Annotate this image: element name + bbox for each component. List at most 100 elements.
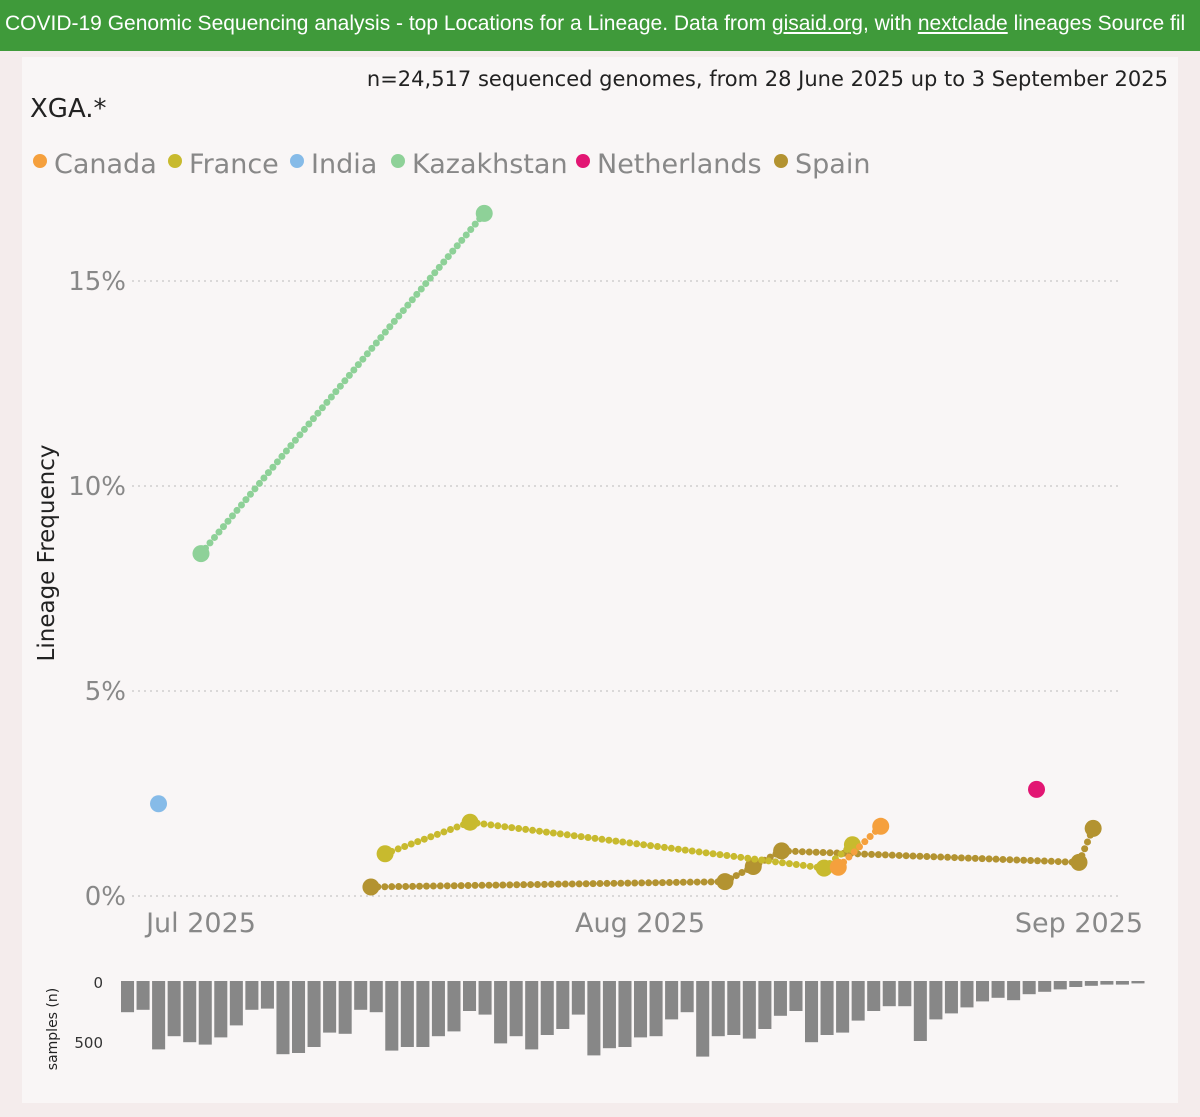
sample-bar: [525, 981, 539, 1050]
series-dot: [228, 512, 236, 520]
data-point-france[interactable]: [843, 836, 861, 854]
series-dot: [1083, 838, 1091, 846]
series-dot: [420, 835, 428, 843]
series-dot: [652, 879, 660, 887]
series-dot: [1013, 856, 1021, 864]
series-dot: [660, 843, 668, 851]
y-tick-label: 5%: [85, 677, 126, 707]
x-tick-label: Sep 2025: [1015, 908, 1143, 939]
series-dot: [792, 861, 800, 869]
series-dot: [568, 880, 576, 888]
series-dot: [443, 882, 451, 890]
data-point-kazakhstan[interactable]: [192, 545, 210, 563]
data-point-spain[interactable]: [1070, 853, 1088, 871]
series-dot: [744, 854, 752, 862]
legend-label-canada[interactable]: Canada: [54, 149, 157, 180]
sample-bar: [929, 981, 943, 1020]
data-point-france[interactable]: [815, 859, 833, 877]
sample-bar: [478, 981, 492, 1015]
series-dot: [436, 882, 444, 890]
legend-marker-spain: [774, 154, 788, 168]
sample-bar: [400, 981, 414, 1047]
series-dot: [653, 843, 661, 851]
samples-bars: [121, 981, 1145, 1057]
series-dot: [1061, 858, 1069, 866]
data-point-france[interactable]: [376, 845, 394, 863]
data-point-spain[interactable]: [773, 842, 791, 860]
data-point-spain[interactable]: [1084, 819, 1102, 837]
y-tick-label: 10%: [68, 472, 126, 502]
series-dot: [772, 858, 780, 866]
series-dot: [861, 850, 869, 858]
series-dot: [812, 848, 820, 856]
series-dot: [603, 879, 611, 887]
series-dot: [709, 850, 717, 858]
sample-bar: [602, 981, 616, 1049]
series-dot: [631, 879, 639, 887]
legend-label-kazakhstan[interactable]: Kazakhstan: [412, 149, 568, 180]
data-point-canada[interactable]: [829, 858, 847, 876]
data-point-netherlands[interactable]: [1028, 780, 1046, 798]
data-point-france[interactable]: [461, 813, 479, 831]
series-dot: [471, 881, 479, 889]
legend-label-india[interactable]: India: [311, 149, 377, 180]
series-dot: [377, 334, 385, 342]
data-point-canada[interactable]: [872, 817, 890, 835]
series-dot: [791, 847, 799, 855]
series-dot: [598, 835, 606, 843]
sample-bar: [1115, 981, 1129, 985]
series-dot: [895, 851, 903, 859]
series-dot: [732, 872, 740, 880]
series-dot: [318, 404, 326, 412]
sample-bar: [898, 981, 912, 1007]
sample-bar: [245, 981, 259, 1010]
sample-bar: [665, 981, 679, 1020]
series-dot: [282, 447, 290, 455]
series-dot: [407, 840, 415, 848]
sample-bar: [260, 981, 274, 1009]
data-point-india[interactable]: [150, 795, 168, 813]
series-dot: [765, 857, 773, 865]
series-dot: [494, 822, 502, 830]
series-dot: [219, 523, 227, 531]
series-dot: [354, 361, 362, 369]
legend-label-spain[interactable]: Spain: [795, 149, 870, 180]
gisaid-link[interactable]: gisaid.org: [771, 12, 863, 35]
sample-bar: [742, 981, 756, 1039]
series-dot: [260, 474, 268, 482]
legend-label-netherlands[interactable]: Netherlands: [597, 149, 762, 180]
legend-label-france[interactable]: France: [189, 149, 279, 180]
legend-marker-india: [290, 154, 304, 168]
nextclade-link[interactable]: nextclade: [917, 12, 1008, 35]
series-dot: [716, 851, 724, 859]
series-dot: [700, 878, 708, 886]
series-dot: [992, 855, 1000, 863]
data-point-spain[interactable]: [716, 873, 734, 891]
series-dot: [605, 836, 613, 844]
sample-bar: [820, 981, 834, 1035]
sample-bar: [851, 981, 865, 1021]
series-dot: [372, 339, 380, 347]
sample-bar: [680, 981, 694, 1013]
series-dot: [679, 878, 687, 886]
series-dot: [426, 274, 434, 282]
series-dot: [978, 855, 986, 863]
data-point-spain[interactable]: [362, 878, 380, 896]
sample-bar: [540, 981, 554, 1035]
series-dot: [674, 845, 682, 853]
series-dot: [309, 415, 317, 423]
series-dot: [888, 851, 896, 859]
data-point-spain[interactable]: [744, 857, 762, 875]
sample-bar: [167, 981, 181, 1037]
header-text-mid: , with: [862, 12, 918, 35]
sample-bar: [1053, 981, 1067, 990]
samples-axis-label: samples (n): [45, 988, 61, 1070]
series-dot: [702, 849, 710, 857]
data-point-kazakhstan[interactable]: [475, 204, 493, 222]
series-dot: [401, 842, 409, 850]
series-canada: [829, 817, 890, 876]
series-dot: [577, 833, 585, 841]
series-dot: [658, 879, 666, 887]
series-dot: [556, 830, 564, 838]
series-dot: [591, 834, 599, 842]
